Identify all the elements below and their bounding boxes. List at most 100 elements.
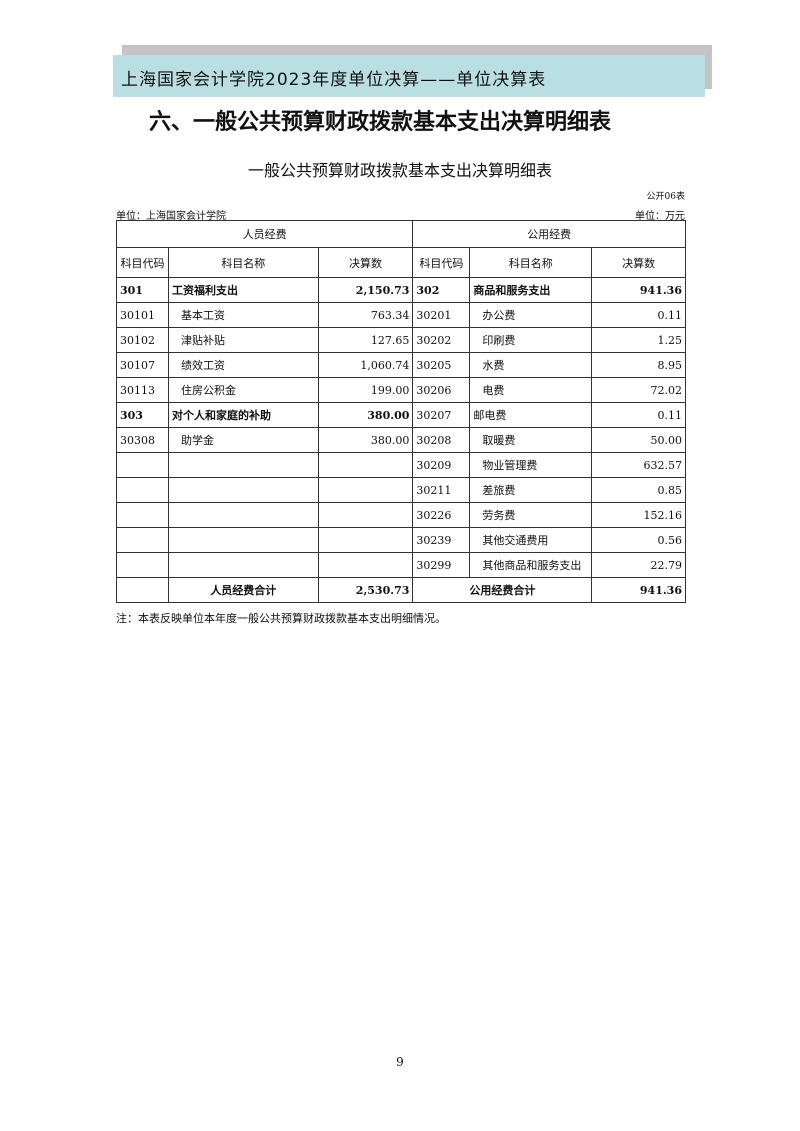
code-cell: 30211 [412,477,471,503]
code-cell: 30226 [412,502,471,528]
name-cell: 邮电费 [469,402,593,428]
code-cell: 30107 [116,352,169,378]
group-header-personnel: 人员经费 [115,220,414,248]
amount-cell: 941.36 [591,277,686,303]
code-cell: 302 [412,277,471,303]
amount-cell: 50.00 [591,427,686,453]
banner-text: 上海国家会计学院2023年度单位决算——单位决算表 [121,70,547,90]
column-header: 决算数 [317,247,414,278]
form-code: 公开06表 [646,192,685,202]
total-value-personnel: 2,530.73 [317,577,414,603]
code-cell [116,527,169,553]
table-row: 303 对个人和家庭的补助 380.00 30207 邮电费 0.11 [116,402,686,428]
code-cell: 30113 [116,377,169,403]
table-row: 30239 其他交通费用 0.56 [116,527,686,553]
code-cell: 30207 [412,402,471,428]
amount-cell [317,502,414,528]
code-cell: 303 [116,402,169,428]
name-cell: 商品和服务支出 [469,277,593,303]
name-cell: 对个人和家庭的补助 [167,402,319,428]
name-cell: 印刷费 [469,327,593,353]
name-cell [167,452,319,478]
table-row: 30209 物业管理费 632.57 [116,452,686,478]
code-cell [116,477,169,503]
amount-cell: 632.57 [591,452,686,478]
table-row: 30107 绩效工资 1,060.74 30205 水费 8.95 [116,352,686,378]
name-cell: 差旅费 [469,477,593,503]
code-cell: 30101 [116,302,169,328]
name-cell: 基本工资 [167,302,319,328]
amount-cell: 72.02 [591,377,686,403]
amount-cell: 0.11 [591,402,686,428]
table-row: 30308 助学金 380.00 30208 取暖费 50.00 [116,427,686,453]
name-cell [167,552,319,578]
section-title: 六、一般公共预算财政拨款基本支出决算明细表 [148,110,611,135]
code-cell: 30208 [412,427,471,453]
amount-cell [317,477,414,503]
amount-cell: 380.00 [317,402,414,428]
name-cell: 其他商品和服务支出 [469,552,593,578]
total-label-public: 公用经费合计 [412,577,593,603]
table-title: 一般公共预算财政拨款基本支出决算明细表 [247,161,552,180]
column-header: 科目名称 [167,247,319,278]
name-cell: 办公费 [469,302,593,328]
code-cell: 30209 [412,452,471,478]
code-cell: 30102 [116,327,169,353]
amount-cell: 0.85 [591,477,686,503]
amount-cell: 8.95 [591,352,686,378]
expenditure-table: 人员经费 公用经费 科目代码 科目名称 决算数 科目代码 科目名称 决算数 301 工资福利支… [115,220,686,603]
amount-cell: 1.25 [591,327,686,353]
name-cell: 电费 [469,377,593,403]
amount-cell: 152.16 [591,502,686,528]
amount-cell [317,552,414,578]
amount-cell: 22.79 [591,552,686,578]
column-header: 科目代码 [116,247,169,278]
header-banner: 上海国家会计学院2023年度单位决算——单位决算表 [113,55,705,97]
table-row: 30102 津贴补贴 127.65 30202 印刷费 1.25 [116,327,686,353]
name-cell: 物业管理费 [469,452,593,478]
table-note: 注：本表反映单位本年度一般公共预算财政拨款基本支出明细情况。 [116,612,446,625]
page-number: 9 [396,1055,404,1069]
amount-cell: 127.65 [317,327,414,353]
amount-cell: 1,060.74 [317,352,414,378]
amount-cell [317,527,414,553]
total-label-personnel: 人员经费合计 [167,577,319,603]
name-cell: 劳务费 [469,502,593,528]
table-row: 30113 住房公积金 199.00 30206 电费 72.02 [116,377,686,403]
code-cell [116,502,169,528]
group-header-public: 公用经费 [412,220,686,248]
amount-cell: 380.00 [317,427,414,453]
code-cell: 30202 [412,327,471,353]
amount-cell: 0.11 [591,302,686,328]
code-cell: 30308 [116,427,169,453]
table-row: 30226 劳务费 152.16 [116,502,686,528]
name-cell: 津贴补贴 [167,327,319,353]
amount-cell: 0.56 [591,527,686,553]
name-cell: 取暖费 [469,427,593,453]
code-cell: 30201 [412,302,471,328]
amount-cell: 763.34 [317,302,414,328]
code-cell: 30206 [412,377,471,403]
table-row: 301 工资福利支出 2,150.73 302 商品和服务支出 941.36 [116,277,686,303]
name-cell [167,527,319,553]
total-value-public: 941.36 [591,577,686,603]
unit-name: 单位：上海国家会计学院 [116,211,226,222]
name-cell [167,502,319,528]
code-cell: 30299 [412,552,471,578]
name-cell: 助学金 [167,427,319,453]
column-header: 科目名称 [469,247,593,278]
code-cell: 301 [116,277,169,303]
column-header: 决算数 [591,247,686,278]
name-cell: 住房公积金 [167,377,319,403]
code-cell: 30205 [412,352,471,378]
amount-cell [317,452,414,478]
name-cell: 绩效工资 [167,352,319,378]
amount-cell: 199.00 [317,377,414,403]
code-cell: 30239 [412,527,471,553]
code-cell [116,452,169,478]
table-row: 30211 差旅费 0.85 [116,477,686,503]
table-row: 30101 基本工资 763.34 30201 办公费 0.11 [116,302,686,328]
name-cell: 其他交通费用 [469,527,593,553]
currency-unit: 单位：万元 [635,211,685,222]
